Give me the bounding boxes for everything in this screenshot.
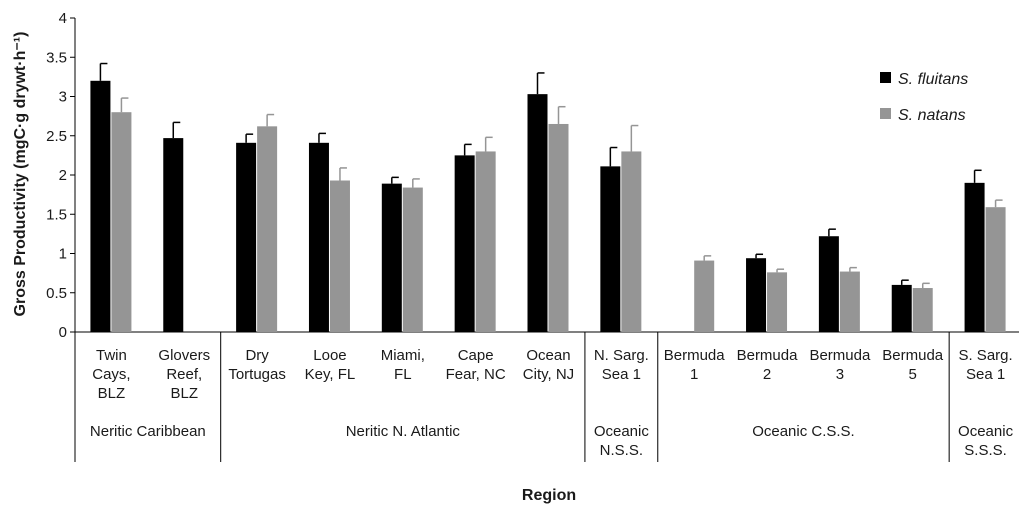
- bar-s0-c0: [90, 80, 111, 332]
- y-tick-label-8: 4: [59, 10, 67, 27]
- bar-s0-c7: [600, 166, 621, 332]
- category-label-8: Bermuda 1: [664, 347, 726, 383]
- bar-s1-c7: [621, 151, 642, 332]
- y-tick-label-1: 0.5: [46, 285, 67, 302]
- category-label-5: Cape Fear, NC: [446, 347, 506, 383]
- category-label-6-line-0: Ocean: [526, 347, 570, 364]
- x-axis-title: Region: [522, 487, 576, 504]
- category-label-0-line-2: BLZ: [98, 385, 126, 402]
- group-label-4-line-1: S.S.S.: [964, 442, 1007, 459]
- category-label-1-line-1: Reef,: [166, 366, 202, 383]
- bar-s0-c3: [308, 142, 329, 332]
- category-label-10: Bermuda 3: [809, 347, 871, 383]
- category-label-4-line-0: Miami,: [381, 347, 425, 364]
- y-tick-label-4: 2: [59, 167, 67, 184]
- bar-s1-c8: [694, 260, 715, 332]
- y-tick-label-6: 3: [59, 89, 67, 106]
- group-label-2: Oceanic N.S.S.: [594, 423, 650, 459]
- y-tick-label-2: 1: [59, 246, 67, 263]
- category-label-4: Miami, FL: [381, 347, 425, 383]
- category-label-9: Bermuda 2: [737, 347, 799, 383]
- bars-layer: [90, 80, 1006, 333]
- category-label-8-line-1: 1: [690, 366, 698, 383]
- group-label-4-line-0: Oceanic: [958, 423, 1014, 440]
- group-label-1-line-0: Neritic N. Atlantic: [346, 423, 461, 440]
- group-label-2-line-1: N.S.S.: [600, 442, 643, 459]
- category-label-0: Twin Cays, BLZ: [92, 347, 130, 402]
- category-label-5-line-1: Fear, NC: [446, 366, 506, 383]
- category-label-6: Ocean City, NJ: [523, 347, 574, 383]
- bar-s1-c0: [111, 112, 132, 332]
- category-label-8-line-0: Bermuda: [664, 347, 726, 364]
- category-label-9-line-1: 2: [763, 366, 771, 383]
- bar-s0-c1: [163, 138, 184, 332]
- bar-s0-c6: [527, 94, 548, 333]
- group-label-3: Oceanic C.S.S.: [752, 423, 855, 440]
- bar-s0-c12: [964, 182, 985, 332]
- bar-s1-c2: [257, 126, 278, 332]
- category-label-1: Glovers Reef, BLZ: [158, 347, 210, 402]
- category-label-3: Looe Key, FL: [305, 347, 356, 383]
- legend-label-s-natans: S. natans: [898, 107, 966, 124]
- category-label-1-line-0: Glovers: [158, 347, 210, 364]
- category-label-11-line-0: Bermuda: [882, 347, 944, 364]
- category-label-7-line-1: Sea 1: [602, 366, 641, 383]
- category-label-11: Bermuda 5: [882, 347, 944, 383]
- group-label-2-line-0: Oceanic: [594, 423, 650, 440]
- category-label-9-line-0: Bermuda: [737, 347, 799, 364]
- bar-s0-c4: [381, 183, 402, 332]
- category-label-0-line-1: Cays,: [92, 366, 130, 383]
- group-label-1: Neritic N. Atlantic: [346, 423, 461, 440]
- legend: S. fluitans S. natans: [880, 71, 968, 124]
- category-label-7: N. Sarg. Sea 1: [594, 347, 649, 383]
- category-label-3-line-1: Key, FL: [305, 366, 356, 383]
- category-label-5-line-0: Cape: [458, 347, 494, 364]
- category-label-2-line-0: Dry: [245, 347, 269, 364]
- error-bars-layer: [99, 62, 1003, 289]
- bar-s1-c4: [402, 187, 423, 332]
- legend-swatch-s-fluitans: [880, 72, 891, 83]
- legend-label-s-fluitans: S. fluitans: [898, 71, 968, 88]
- bar-s1-c9: [767, 272, 788, 332]
- bar-s1-c6: [548, 123, 569, 332]
- group-label-4: Oceanic S.S.S.: [958, 423, 1014, 459]
- bar-s0-c10: [818, 236, 839, 332]
- bar-s1-c5: [475, 151, 496, 332]
- legend-swatch-s-natans: [880, 108, 891, 119]
- bar-s0-c11: [891, 284, 912, 332]
- category-label-10-line-0: Bermuda: [809, 347, 871, 364]
- category-label-0-line-0: Twin: [96, 347, 127, 364]
- category-labels-layer: Twin Cays, BLZ Glovers Reef, BLZ Dry Tortugas Lo…: [74, 332, 1014, 462]
- category-label-10-line-1: 3: [836, 366, 844, 383]
- bar-s0-c5: [454, 155, 475, 332]
- y-tick-label-3: 1.5: [46, 206, 67, 223]
- category-label-2-line-1: Tortugas: [228, 366, 286, 383]
- category-label-12-line-0: S. Sarg.: [958, 347, 1012, 364]
- bar-s1-c10: [839, 271, 860, 332]
- category-label-3-line-0: Looe: [313, 347, 346, 364]
- bar-s1-c11: [912, 288, 933, 332]
- group-label-3-line-0: Oceanic C.S.S.: [752, 423, 855, 440]
- category-label-7-line-0: N. Sarg.: [594, 347, 649, 364]
- category-label-12: S. Sarg. Sea 1: [958, 347, 1012, 383]
- bar-s0-c9: [746, 258, 767, 332]
- y-axis-title: Gross Productivity (mgC·g drywt·h⁻¹): [12, 32, 29, 317]
- y-tick-label-0: 0: [59, 324, 67, 341]
- group-label-0: Neritic Caribbean: [90, 423, 206, 440]
- category-label-11-line-1: 5: [909, 366, 917, 383]
- y-tick-label-7: 3.5: [46, 49, 67, 66]
- bar-s1-c12: [985, 207, 1006, 332]
- category-label-1-line-2: BLZ: [171, 385, 199, 402]
- category-label-6-line-1: City, NJ: [523, 366, 574, 383]
- group-label-0-line-0: Neritic Caribbean: [90, 423, 206, 440]
- bar-s0-c2: [236, 142, 257, 332]
- y-tick-label-5: 2.5: [46, 128, 67, 145]
- bar-s1-c3: [329, 180, 350, 332]
- category-label-2: Dry Tortugas: [228, 347, 286, 383]
- category-label-4-line-1: FL: [394, 366, 412, 383]
- category-label-12-line-1: Sea 1: [966, 366, 1005, 383]
